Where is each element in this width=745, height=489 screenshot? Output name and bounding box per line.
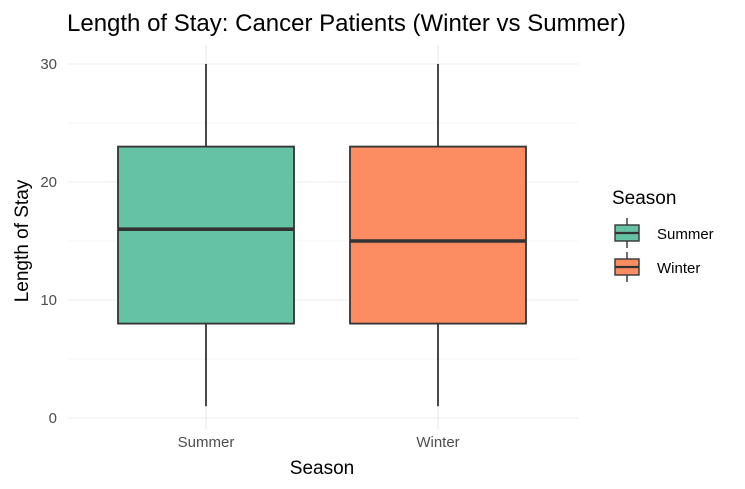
legend-key-summer: Summer	[614, 218, 714, 248]
x-axis-ticks: Summer Winter	[178, 434, 460, 451]
legend-title: Season	[612, 188, 676, 209]
x-tick-label: Summer	[178, 434, 235, 451]
x-tick-label: Winter	[416, 434, 459, 451]
y-tick-label: 10	[40, 292, 57, 309]
legend: Season Summer Winter	[612, 188, 714, 282]
iqr-box	[349, 145, 527, 325]
y-axis-title: Length of Stay	[12, 179, 33, 302]
box-summer	[117, 64, 295, 407]
boxes	[117, 64, 527, 407]
legend-label: Winter	[657, 260, 700, 277]
x-axis-title: Season	[290, 458, 354, 479]
chart-title: Length of Stay: Cancer Patients (Winter …	[67, 10, 626, 37]
y-tick-label: 30	[40, 56, 57, 73]
y-tick-label: 0	[49, 410, 57, 427]
y-tick-label: 20	[40, 174, 57, 191]
iqr-box	[117, 145, 295, 325]
box-winter	[349, 64, 527, 407]
legend-key-winter: Winter	[614, 252, 700, 282]
legend-label: Summer	[657, 226, 714, 243]
y-axis-ticks: 0 10 20 30	[40, 56, 57, 427]
